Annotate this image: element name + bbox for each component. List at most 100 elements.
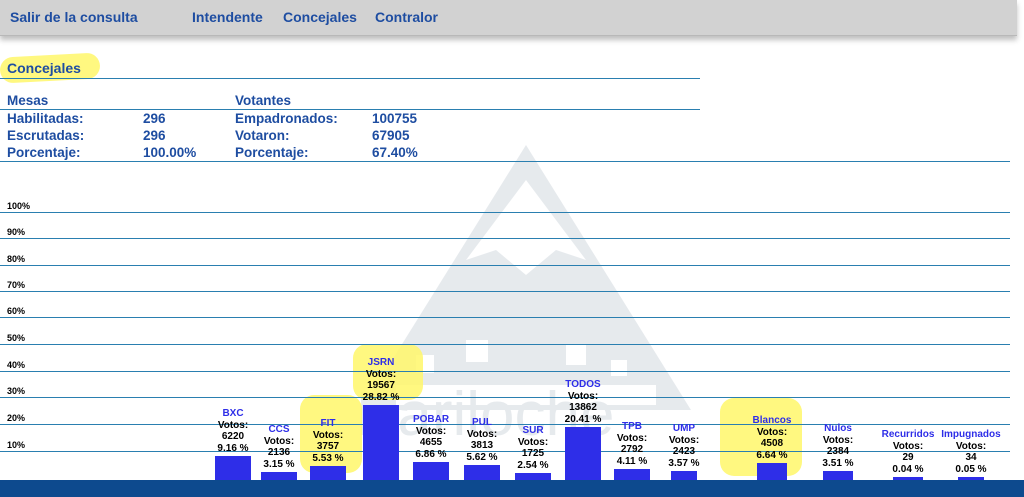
party-name: TODOS [565,379,601,390]
y-tick-label: 50% [7,333,26,343]
bar-label-tpb: TPB Votos: 2792 4.11 % [587,421,677,467]
y-tick-label: 80% [7,254,26,264]
votes-label: Votos: [263,435,295,447]
votes-label: Votos: [217,419,249,431]
bar-ccs [261,472,297,480]
votes-label: Votos: [466,428,498,440]
nav-intendente-link[interactable]: Intendente [192,9,263,25]
bar-label-ump: UMP Votos: 2423 3.57 % [639,423,729,469]
party-name: TPB [622,421,642,432]
y-tick-label: 90% [7,227,26,237]
votantes-porcentaje-value: 67.40% [372,145,418,160]
grid-line [0,238,1010,239]
percent-label: 4.11 % [616,455,648,467]
votes-label: Votos: [312,429,344,441]
votes-label: Votos: [517,436,549,448]
percent-label: 0.05 % [955,463,987,475]
votes-value: 34 [965,452,977,463]
percent-label: 6.86 % [415,448,447,460]
grid-line [0,317,1010,318]
percent-label: 20.41 % [564,413,602,425]
grid-line [0,397,1010,398]
escrutadas-value: 296 [143,128,166,143]
party-name: UMP [672,423,696,434]
bar-pul [464,465,500,480]
y-tick-label: 60% [7,306,26,316]
votes-label: Votos: [892,440,924,452]
mesas-heading: Mesas [7,93,49,108]
empadronados-value: 100755 [372,111,418,126]
votes-value: 2423 [672,446,696,457]
votes-value: 3813 [470,440,494,451]
bar-blancos [757,463,787,480]
votes-value: 6220 [221,431,245,442]
bar-sur [515,473,551,480]
party-name: BXC [222,408,244,419]
percent-label: 2.54 % [517,459,549,471]
votes-value: 13862 [569,402,597,413]
grid-line [0,291,1010,292]
percent-label: 0.04 % [892,463,924,475]
chart-top-divider [0,161,1010,162]
grid-line [0,371,1010,372]
votantes-heading: Votantes [235,93,292,108]
habilitadas-label: Habilitadas: [7,111,84,126]
percent-label: 3.57 % [668,457,700,469]
party-name: CCS [268,424,290,435]
bar-label-nulos: Nulos Votos: 2384 3.51 % [793,423,883,469]
bar-jsrn [363,405,399,480]
bar-fit [310,466,346,480]
bar-label-pobar: POBAR Votos: 4655 6.86 % [386,414,476,460]
mesas-porcentaje-value: 100.00% [143,145,197,160]
bar-label-pul: PUL Votos: 3813 5.62 % [437,417,527,463]
nav-contralor-link[interactable]: Contralor [375,9,438,25]
percent-label: 5.53 % [312,452,344,464]
bar-tpb [614,469,650,480]
highlight-jsrn [353,344,423,400]
y-tick-label: 40% [7,360,26,370]
party-name: Impugnados [941,429,1001,440]
bar-label-fit: FIT Votos: 3757 5.53 % [283,418,373,464]
bar-ump [671,471,697,480]
votes-value: 2136 [267,447,291,458]
bar-nulos [823,471,853,480]
bar-label-bxc: BXC Votos: 6220 9.16 % [188,408,278,454]
exit-query-link[interactable]: Salir de la consulta [10,9,138,25]
bar-todos [565,427,601,480]
bar-label-jsrn: JSRN Votos: 19567 28.82 % [336,357,426,403]
votaron-value: 67905 [372,128,410,143]
votes-value: 2792 [620,444,644,455]
party-name: FIT [320,418,336,429]
party-name: Nulos [824,423,852,434]
footer-bar [0,480,1024,497]
habilitadas-value: 296 [143,111,166,126]
votes-value: 29 [902,452,914,463]
bar-label-ccs: CCS Votos: 2136 3.15 % [234,424,324,470]
party-name: JSRN [367,357,395,368]
votes-label: Votos: [567,390,599,402]
y-tick-label: 20% [7,413,26,423]
votes-label: Votos: [668,434,700,446]
percent-label: 5.62 % [466,451,498,463]
percent-label: 6.64 % [756,449,788,461]
percent-label: 9.16 % [217,442,249,454]
votes-value: 2384 [826,446,850,457]
bar-impugnados [958,477,984,480]
votes-value: 19567 [367,380,395,391]
votes-value: 4508 [760,438,784,449]
bar-label-todos: TODOS Votos: 13862 20.41 % [538,379,628,425]
highlight-fit [300,395,362,473]
grid-line [0,344,1010,345]
y-tick-label: 10% [7,440,26,450]
party-name: POBAR [412,414,450,425]
bar-label-impugnados: Impugnados Votos: 34 0.05 % [926,429,1016,475]
bar-recurridos [893,477,923,480]
y-tick-label: 30% [7,386,26,396]
percent-label: 3.51 % [822,457,854,469]
votes-value: 4655 [419,437,443,448]
y-tick-label: 100% [7,201,31,211]
nav-concejales-link[interactable]: Concejales [283,9,357,25]
votes-label: Votos: [365,368,397,380]
bar-label-sur: SUR Votos: 1725 2.54 % [488,425,578,471]
bar-label-blancos: Blancos Votos: 4508 6.64 % [727,415,817,461]
